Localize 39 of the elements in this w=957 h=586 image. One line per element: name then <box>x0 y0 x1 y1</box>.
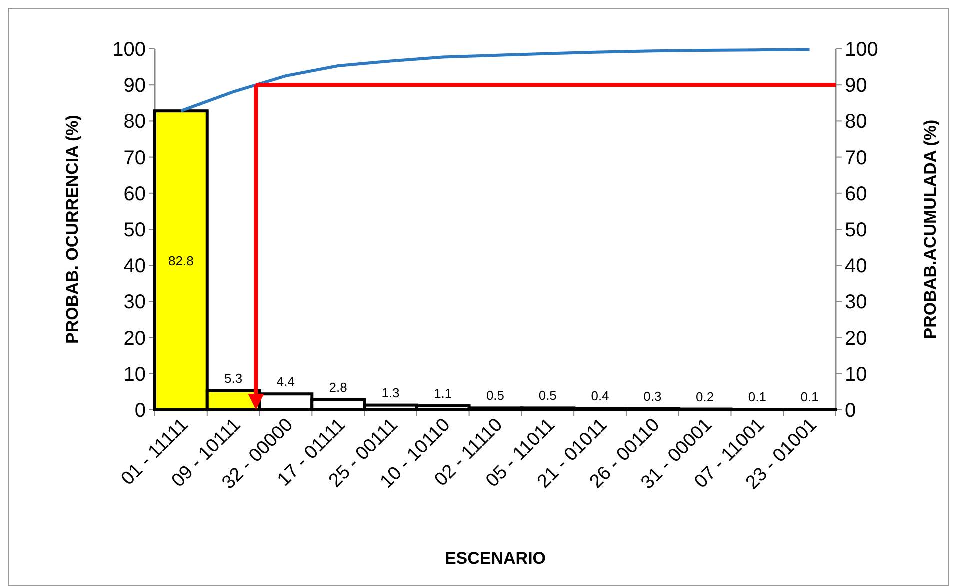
data-label: 0.4 <box>591 388 610 404</box>
data-label: 1.1 <box>434 386 452 402</box>
y2-tick-label: 80 <box>845 111 868 134</box>
y-tick-label: 20 <box>124 328 146 350</box>
data-label: 0.2 <box>696 389 714 404</box>
y2-tick-label: 90 <box>845 75 868 98</box>
data-label: 5.3 <box>224 370 243 386</box>
y2-tick-label: 100 <box>845 39 878 61</box>
y2-tick-label: 70 <box>845 147 868 170</box>
y2-tick-label: 0 <box>845 400 856 422</box>
y2-tick-label: 10 <box>845 364 868 386</box>
data-label: 0.5 <box>538 388 557 404</box>
y-tick-label: 30 <box>124 292 146 314</box>
y2-axis-title: PROBAB.ACUMULADA (%) <box>921 120 940 340</box>
data-label: 0.1 <box>800 390 819 405</box>
data-label: 0.5 <box>486 388 505 404</box>
data-label: 4.4 <box>276 374 295 390</box>
y-tick-label: 50 <box>124 220 146 242</box>
y-tick-label: 10 <box>124 364 146 386</box>
y2-tick-label: 20 <box>845 328 868 350</box>
y-axis-title: PROBAB. OCURRENCIA (%) <box>63 115 82 344</box>
y2-tick-label: 60 <box>845 183 868 206</box>
y-tick-label: 40 <box>124 256 146 278</box>
y-tick-label: 60 <box>124 183 146 206</box>
data-label: 82.8 <box>168 254 194 269</box>
data-label: 0.1 <box>748 390 766 405</box>
data-label: 2.8 <box>329 380 348 395</box>
y2-tick-label: 30 <box>845 292 868 314</box>
data-label: 0.3 <box>644 388 662 404</box>
y-tick-label: 90 <box>124 75 146 98</box>
y2-tick-label: 40 <box>845 256 868 278</box>
y-tick-label: 80 <box>124 111 146 134</box>
data-label: 1.3 <box>382 385 400 400</box>
y-tick-label: 0 <box>134 400 146 422</box>
y-tick-label: 70 <box>124 147 146 170</box>
x-axis-title: ESCENARIO <box>444 549 546 568</box>
y-tick-label: 100 <box>112 39 146 61</box>
line-series <box>180 48 812 113</box>
y2-tick-label: 50 <box>845 220 868 242</box>
